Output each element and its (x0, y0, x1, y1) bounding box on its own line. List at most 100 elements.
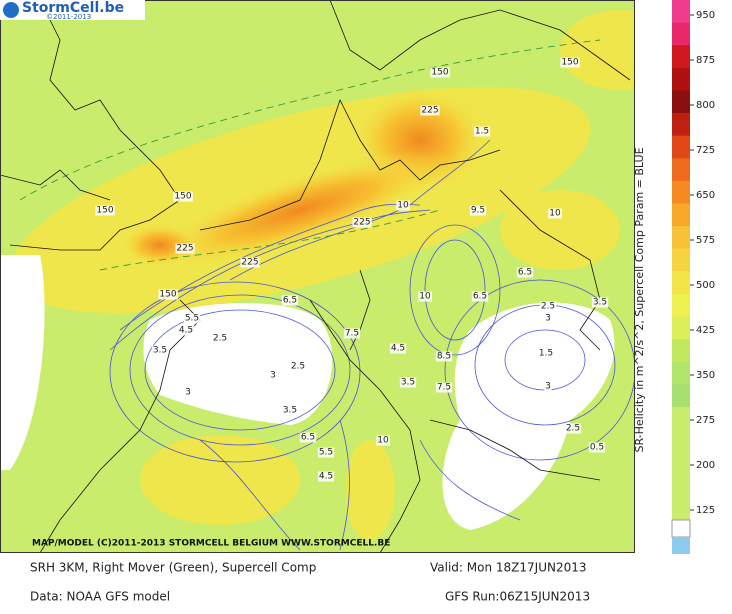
contour-label-bg (281, 295, 299, 306)
contour-label-bg (240, 257, 260, 268)
contour-label: 5.5 (185, 314, 199, 324)
contour-label: 150 (159, 290, 176, 300)
tick-label: 500 (696, 280, 715, 291)
contour-label: 9.5 (471, 206, 485, 216)
color-band (672, 248, 690, 272)
legend-title: SR-Helicity in m^2/s^2, Supercell Comp P… (633, 147, 646, 452)
contour-label: 225 (421, 106, 438, 116)
color-band (671, 519, 691, 538)
color-band (672, 113, 690, 137)
color-band (672, 67, 690, 91)
color-band (672, 90, 690, 114)
color-band (672, 406, 690, 431)
contour-label-bg (173, 191, 193, 202)
contour-label: 10 (377, 436, 389, 446)
contour-label-bg (430, 67, 450, 78)
tick-label: 800 (696, 100, 715, 111)
contour-label: 225 (176, 244, 193, 254)
contour-label: 3 (545, 382, 551, 392)
contour-label: 4.5 (319, 472, 333, 482)
contour-label-bg (389, 343, 407, 354)
contour-label: 6.5 (283, 296, 297, 306)
contour-label: 3.5 (593, 298, 607, 308)
contour-label: 8.5 (437, 352, 451, 362)
contour-label: 1.5 (475, 127, 489, 137)
contour-label-bg (299, 432, 317, 443)
contour-label: 10 (549, 209, 561, 219)
contour-label: 6.5 (473, 292, 487, 302)
color-band (672, 429, 690, 453)
tick-label: 425 (696, 325, 715, 336)
contour-label-bg (352, 217, 372, 228)
contour-label-bg (269, 370, 277, 381)
contour-label: 150 (431, 68, 448, 78)
contour-label-bg (175, 243, 195, 254)
contour-label: 10 (419, 292, 431, 302)
contour-label-bg (544, 381, 552, 392)
contour-label: 225 (241, 258, 258, 268)
contour-label: 3.5 (401, 378, 415, 388)
contour-label-bg (343, 328, 361, 339)
contour-label-bg (516, 267, 534, 278)
contour-label: 150 (174, 192, 191, 202)
contour-label: 6.5 (518, 268, 532, 278)
color-band (672, 452, 690, 476)
contour-label-bg (548, 208, 562, 219)
contour-label-bg (473, 126, 491, 137)
contour-label: 3 (545, 314, 551, 324)
contour-label: 6.5 (301, 433, 315, 443)
contour-label: 2.5 (213, 334, 227, 344)
contour-label-bg (281, 405, 299, 416)
contour-label: 10 (397, 201, 409, 211)
logo-copyright: ©2011-2013 (46, 13, 91, 21)
contour-label: 3.5 (153, 346, 167, 356)
tick-label: 650 (696, 190, 715, 201)
contour-label-bg (158, 289, 178, 300)
tick-label: 275 (696, 415, 715, 426)
contour-label-bg (560, 57, 580, 68)
color-bar (671, 0, 691, 554)
contour-label: 2.5 (566, 424, 580, 434)
contour-label-bg (177, 325, 195, 336)
contour-label: 7.5 (345, 329, 359, 339)
contour-label-bg (211, 333, 229, 344)
contour-label-bg (376, 435, 390, 446)
contour-label-bg (471, 291, 489, 302)
color-band (672, 180, 690, 204)
contour-label-bg (317, 447, 335, 458)
contour-label: 3 (185, 388, 191, 398)
contour-label: 1.5 (539, 349, 553, 359)
contour-label-bg (184, 387, 192, 398)
contour-label: 5.5 (319, 448, 333, 458)
color-band (672, 22, 690, 46)
color-band (672, 271, 690, 295)
tick-label: 125 (696, 505, 715, 516)
contour-label-bg (183, 313, 201, 324)
color-band (672, 158, 690, 182)
color-band (672, 537, 690, 554)
color-band (672, 0, 690, 24)
contour-label: 3.5 (283, 406, 297, 416)
contour-label-bg (396, 200, 410, 211)
tick-label: 200 (696, 460, 715, 471)
logo: StormCell.be (22, 0, 124, 16)
color-band (672, 226, 690, 250)
contour-label-bg (95, 205, 115, 216)
contour-label: 2.5 (291, 362, 305, 372)
tick-label: 950 (696, 10, 715, 21)
contour-label-bg (564, 423, 582, 434)
contour-label-bg (588, 442, 606, 453)
contour-label: 225 (353, 218, 370, 228)
color-band (672, 45, 690, 69)
footer-source: Data: NOAA GFS model (30, 590, 170, 604)
contour-label: 0.5 (590, 443, 604, 453)
contour-label-bg (539, 301, 557, 312)
color-band (672, 384, 690, 408)
contour-label-bg (420, 105, 440, 116)
color-band (672, 203, 690, 227)
footer-valid: Valid: Mon 18Z17JUN2013 (430, 561, 587, 575)
color-band (672, 316, 690, 340)
contour-label-bg (435, 351, 453, 362)
color-band (672, 135, 690, 159)
